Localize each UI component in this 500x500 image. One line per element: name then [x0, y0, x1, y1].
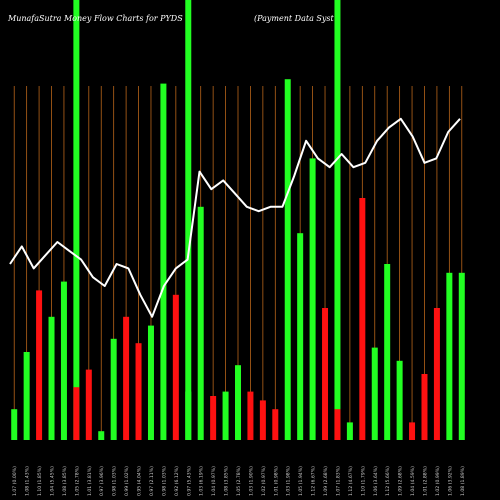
x-tick-label: 1.08 (1.89%): [460, 466, 466, 496]
x-tick-label: 1.05 (1.94%): [298, 466, 304, 496]
x-tick-label: 0.98 (1.03%): [161, 466, 167, 496]
x-tick-label: 1.12 (6.67%): [311, 466, 317, 496]
x-tick-label: 1.08 (3.85%): [224, 466, 230, 496]
x-tick-label: 0.99 (1.02%): [124, 466, 130, 496]
x-tick-label: 1.01 (3.81%): [87, 466, 93, 496]
money-flow-bar: [297, 233, 304, 440]
x-tick-label: 1.05 (2.78%): [74, 466, 80, 496]
x-tick-label: 1.06 (3.64%): [373, 466, 379, 496]
x-tick-label: 1.10 (1.85%): [37, 466, 43, 496]
money-flow-bar: [73, 387, 80, 440]
x-tick-label: 1.04 (0.97%): [211, 466, 217, 496]
money-flow-bar: [259, 400, 266, 440]
money-flow-bar: [48, 316, 55, 440]
money-flow-bar: [235, 365, 241, 440]
money-flow-bar: [110, 338, 117, 440]
money-flow-bar: [210, 396, 217, 440]
money-flow-bar: [60, 281, 67, 440]
money-flow-bar: [197, 206, 204, 440]
money-flow-bar: [421, 374, 428, 440]
volume-spike-bar: [185, 0, 192, 440]
x-tick-label: 1.04 (5.45%): [50, 466, 56, 496]
x-tick-label: 1.10 (1.79%): [360, 466, 366, 496]
money-flow-bar: [135, 343, 142, 440]
money-flow-bar: [85, 369, 92, 440]
x-tick-label: 1.07 (0.00%): [12, 466, 18, 496]
x-tick-label: 1.06 (3.92%): [447, 466, 453, 496]
money-flow-bar: [384, 264, 391, 440]
money-flow-bar: [446, 272, 453, 440]
x-tick-label: 1.09 (2.68%): [323, 466, 329, 496]
money-flow-bar: [172, 294, 179, 440]
x-tick-label: 1.04 (4.59%): [410, 466, 416, 496]
money-flow-bar: [346, 422, 353, 440]
x-tick-label: 1.03 (1.90%): [248, 466, 254, 496]
money-flow-line: [9, 117, 461, 318]
chart-title-company: (Payment Data Syst: [254, 14, 334, 23]
money-flow-bar: [433, 308, 440, 440]
x-tick-label: 0.95 (4.04%): [137, 466, 143, 496]
x-tick-label: 1.12 (5.66%): [385, 466, 391, 496]
x-tick-label: 1.05 (2.78%): [236, 466, 242, 496]
x-tick-label: 1.08 (3.85%): [62, 466, 68, 496]
money-flow-bar: [98, 431, 105, 440]
x-tick-label: 0.98 (1.03%): [112, 466, 118, 496]
volume-spike-bar: [334, 0, 341, 440]
chart-title: MunafaSutra Money Flow Charts for PYDS: [8, 14, 183, 23]
x-tick-label: 1.07 (1.83%): [335, 466, 341, 496]
x-tick-label: 1.12 (4.67%): [348, 466, 354, 496]
x-tick-label: 1.03 (1.98%): [286, 466, 292, 496]
x-tick-label: 1.03 (6.19%): [199, 466, 205, 496]
money-flow-bar: [23, 352, 30, 440]
money-flow-bar: [458, 272, 465, 440]
money-flow-bar: [147, 325, 154, 440]
money-flow-bar: [222, 391, 229, 440]
volume-spike-bar: [73, 0, 80, 440]
x-tick-label: 1.01 (0.98%): [273, 466, 279, 496]
x-tick-label: 1.01 (2.88%): [422, 466, 428, 496]
money-flow-bar: [185, 391, 192, 440]
money-flow-bar: [123, 316, 130, 440]
x-tick-label: 0.97 (5.43%): [186, 466, 192, 496]
money-flow-bar: [371, 347, 378, 440]
x-tick-label: 0.97 (3.96%): [99, 466, 105, 496]
money-flow-bar: [247, 391, 254, 440]
money-flow-bar: [322, 308, 329, 440]
money-flow-bar: [284, 79, 291, 440]
x-tick-label: 1.09 (2.68%): [398, 466, 404, 496]
x-tick-label: 1.08 (1.43%): [25, 466, 31, 496]
money-flow-bar: [11, 409, 18, 440]
money-flow-bar: [409, 422, 416, 440]
x-tick-label: 0.92 (6.12%): [174, 466, 180, 496]
x-tick-label: 1.02 (0.99%): [435, 466, 441, 496]
x-tick-label: 1.02 (0.97%): [261, 466, 267, 496]
money-flow-bar: [334, 409, 341, 440]
money-flow-bar: [36, 290, 43, 440]
money-flow-bar: [396, 360, 403, 440]
money-flow-bar: [359, 198, 366, 440]
x-tick-label: 0.97 (2.11%): [149, 466, 155, 496]
money-flow-bar: [272, 409, 279, 440]
money-flow-bar: [160, 83, 167, 440]
money-flow-bar: [309, 158, 316, 440]
